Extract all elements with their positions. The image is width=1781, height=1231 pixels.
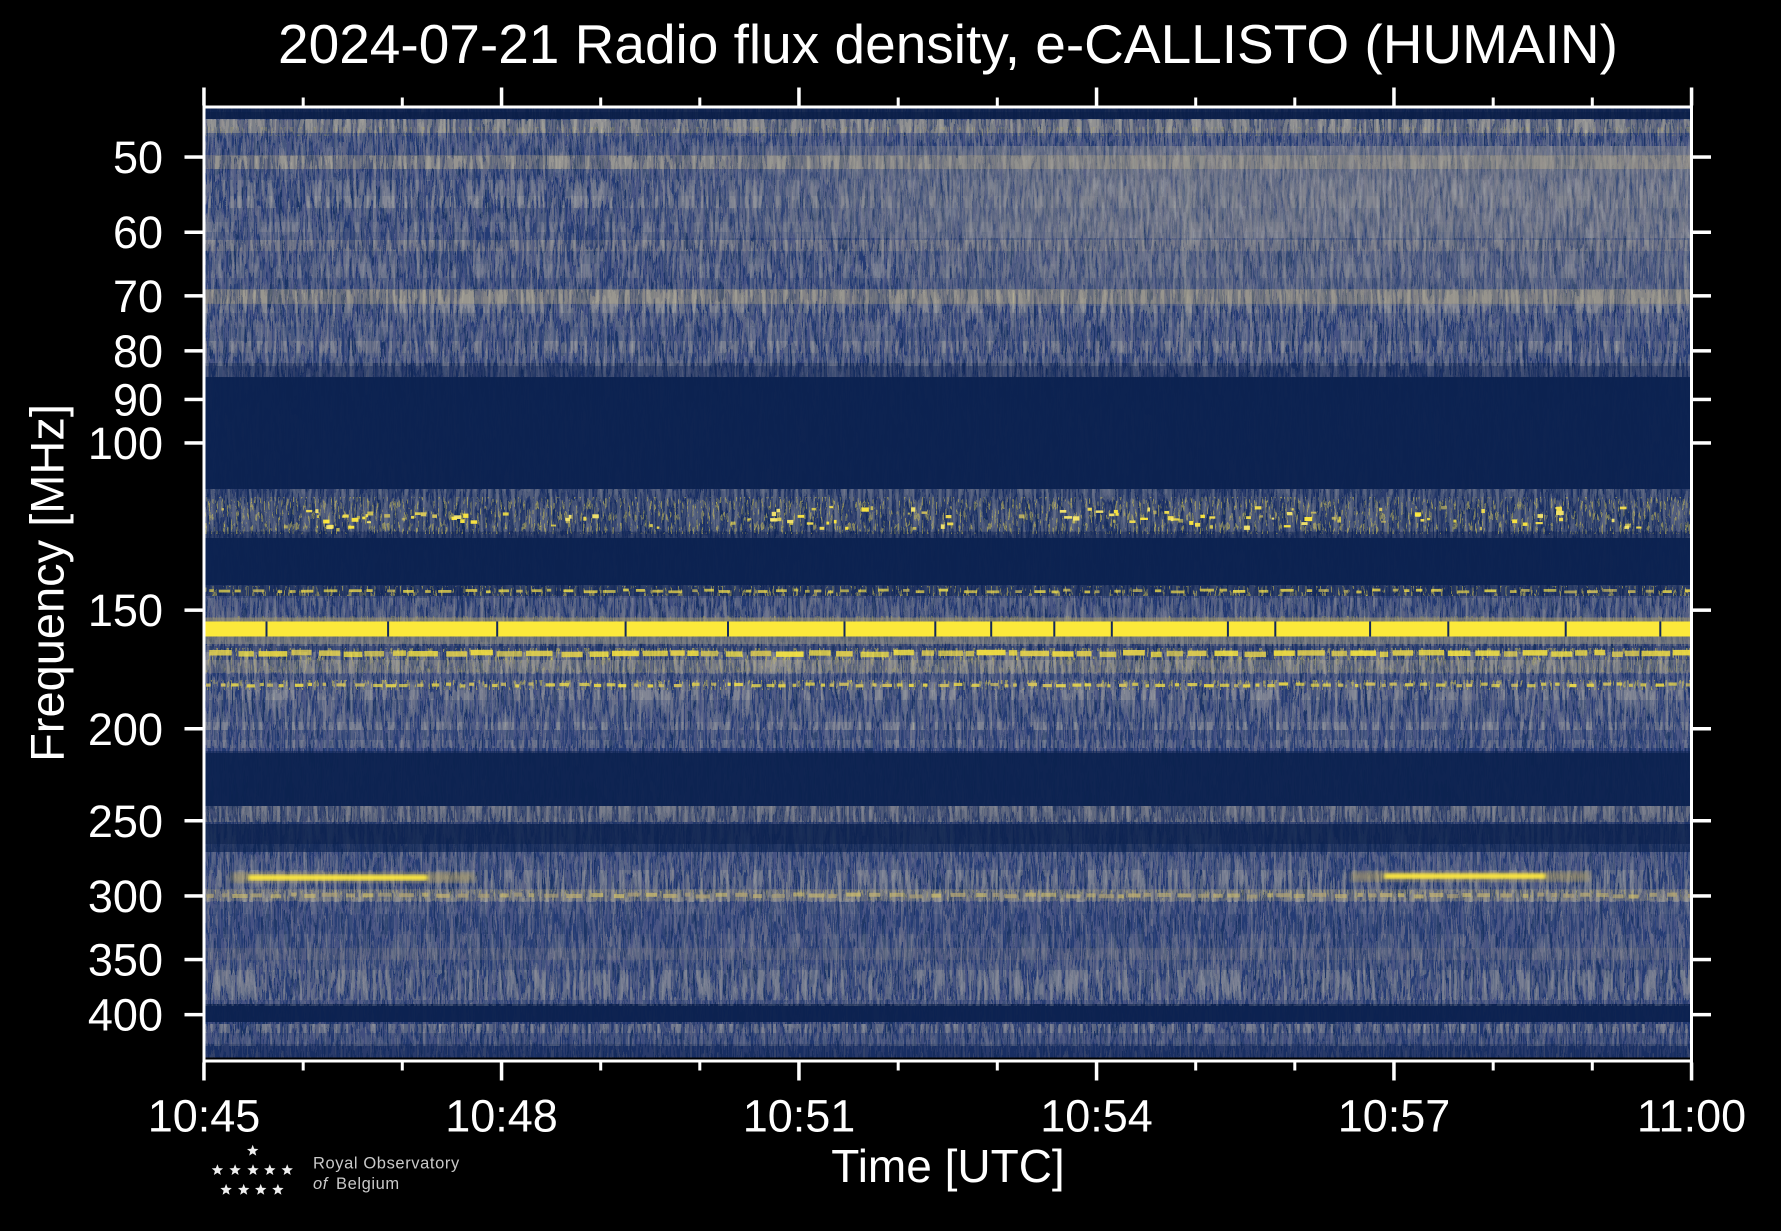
svg-text:80: 80 [113, 326, 163, 377]
svg-text:2024-07-21 Radio flux density,: 2024-07-21 Radio flux density, e-CALLIST… [278, 13, 1618, 75]
svg-text:11:00: 11:00 [1637, 1091, 1746, 1142]
svg-text:10:57: 10:57 [1338, 1091, 1451, 1142]
svg-text:300: 300 [88, 871, 163, 922]
svg-text:10:45: 10:45 [148, 1091, 261, 1142]
svg-text:50: 50 [113, 132, 163, 183]
svg-text:Royal Observatory: Royal Observatory [313, 1155, 460, 1173]
svg-text:Frequency [MHz]: Frequency [MHz] [21, 404, 74, 762]
svg-text:Time [UTC]: Time [UTC] [831, 1140, 1064, 1192]
svg-text:200: 200 [88, 704, 163, 755]
svg-text:90: 90 [113, 374, 163, 425]
svg-text:60: 60 [113, 207, 163, 258]
svg-text:350: 350 [88, 935, 163, 986]
svg-text:150: 150 [88, 585, 163, 636]
svg-text:10:51: 10:51 [743, 1091, 856, 1142]
svg-text:10:48: 10:48 [445, 1091, 558, 1142]
svg-text:10:54: 10:54 [1040, 1091, 1153, 1142]
svg-text:100: 100 [88, 418, 163, 469]
svg-text:70: 70 [113, 271, 163, 322]
svg-text:400: 400 [88, 990, 163, 1041]
svg-text:250: 250 [88, 796, 163, 847]
